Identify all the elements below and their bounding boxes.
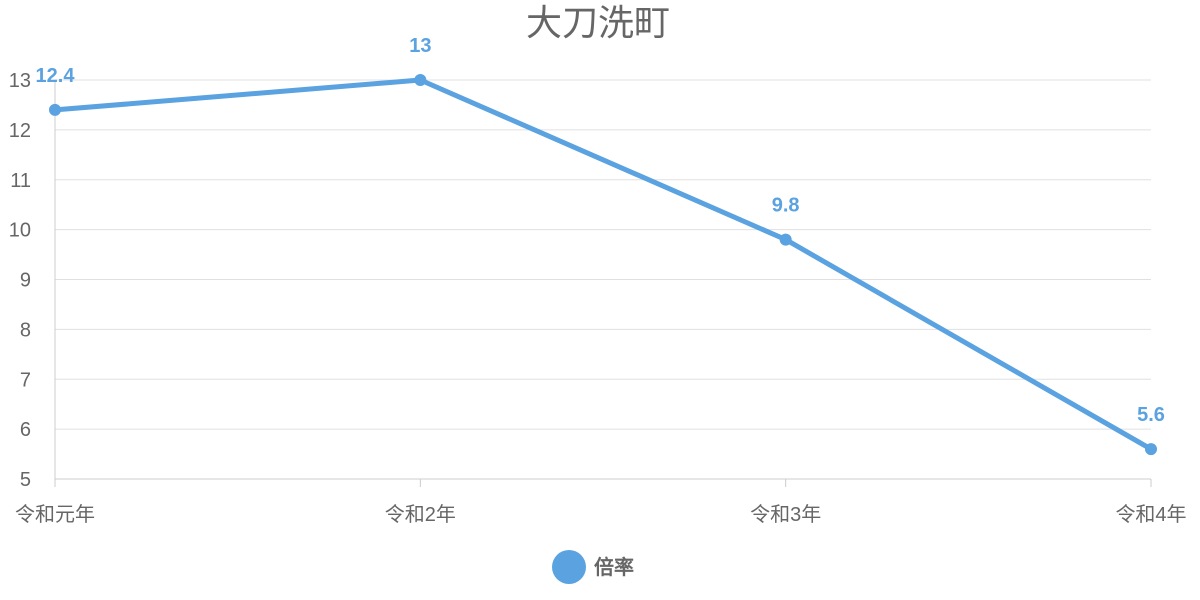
data-point[interactable]	[779, 233, 792, 246]
y-tick-label: 8	[20, 319, 31, 341]
series-line	[52, 77, 1154, 452]
y-tick-label: 9	[20, 270, 31, 292]
data-point[interactable]	[1145, 443, 1157, 456]
gridlines	[54, 79, 1151, 480]
data-point[interactable]	[49, 103, 61, 116]
y-tick-label: 7	[20, 369, 31, 391]
data-labels: 12.4 13 9.8 5.6	[36, 35, 1165, 426]
data-label: 12.4	[36, 65, 76, 87]
x-axis-ticks: 令和元年 令和2年 令和3年 令和4年	[15, 479, 1187, 526]
y-tick-label: 5	[20, 469, 31, 491]
legend-swatch[interactable]	[552, 550, 586, 584]
x-tick-label: 令和2年	[385, 503, 456, 526]
y-tick-label: 10	[9, 220, 31, 242]
chart-title: 大刀洗町	[526, 2, 670, 43]
series-layer	[49, 74, 1157, 456]
y-tick-label: 11	[10, 170, 31, 192]
y-axis-ticks: 5 6 7 8 9 10 11 12 13	[9, 70, 31, 491]
x-tick-label: 令和4年	[1115, 503, 1186, 526]
data-label: 9.8	[772, 195, 800, 217]
y-tick-label: 12	[9, 120, 31, 142]
y-tick-label: 6	[20, 419, 31, 441]
x-tick-label: 令和元年	[15, 503, 95, 526]
x-tick-label: 令和3年	[750, 503, 821, 526]
data-point[interactable]	[414, 74, 427, 86]
y-tick-label: 13	[9, 70, 31, 92]
legend[interactable]: 倍率	[552, 550, 634, 584]
legend-label[interactable]: 倍率	[594, 555, 634, 579]
data-label: 13	[409, 35, 431, 57]
data-label: 5.6	[1137, 404, 1165, 426]
